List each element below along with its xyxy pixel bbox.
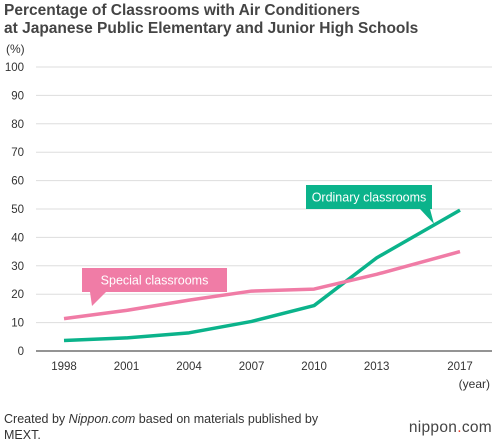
logo-tld: com [461,419,492,436]
y-tick-label: 50 [11,204,24,216]
source-brand: Nippon.com [68,412,136,426]
series-label-pointer [90,292,106,306]
source-prefix: Created by [4,412,69,426]
y-tick-label: 20 [11,289,24,301]
series-label-text: Special classrooms [101,274,209,288]
series-label-box [306,185,432,209]
x-tick-label: 2017 [447,361,473,373]
source-note: Created by Nippon.com based on materials… [4,411,334,443]
source-suffix: based on materials published by MEXT. [4,412,319,442]
y-tick-label: 10 [11,318,24,330]
y-tick-label: 80 [11,119,24,131]
y-tick-label: 30 [11,261,24,273]
series-label-ordinary: Ordinary classrooms [306,185,434,224]
logo-word: nippon [408,419,458,436]
nippon-com-logo: nippon.com [409,419,492,437]
chart-title: Percentage of Classrooms with Air Condit… [4,2,418,38]
line-chart: 0 10 20 30 40 50 60 70 80 90 100 1998 2001 2004 2007 2… [5,62,492,391]
x-tick-label: 2007 [239,361,265,373]
chart-title-line-2: at Japanese Public Elementary and Junior… [4,20,419,37]
y-tick-label: 100 [5,62,24,74]
x-tick-label: 2004 [176,361,202,373]
x-tick-label: 2001 [114,361,140,373]
chart-title-line-1: Percentage of Classrooms with Air Condit… [4,2,360,19]
series-line-ordinary [63,208,461,343]
x-tick-label: 2013 [364,361,390,373]
x-axis-unit: (year) [459,377,490,391]
y-axis-unit: (%) [6,42,25,56]
series-label-pointer [420,209,434,224]
y-tick-label: 0 [18,346,24,358]
logo-dot: . [457,419,462,436]
x-tick-label: 1998 [51,361,77,373]
y-tick-label: 40 [11,232,24,244]
y-tick-label: 60 [11,176,24,188]
series-label-text: Ordinary classrooms [312,191,427,205]
y-tick-label: 90 [11,90,24,102]
series-label-box [82,268,227,292]
y-tick-label: 70 [11,147,24,159]
series-label-special: Special classrooms [82,268,227,306]
series-line-special [63,249,461,321]
x-tick-label: 2010 [301,361,327,373]
